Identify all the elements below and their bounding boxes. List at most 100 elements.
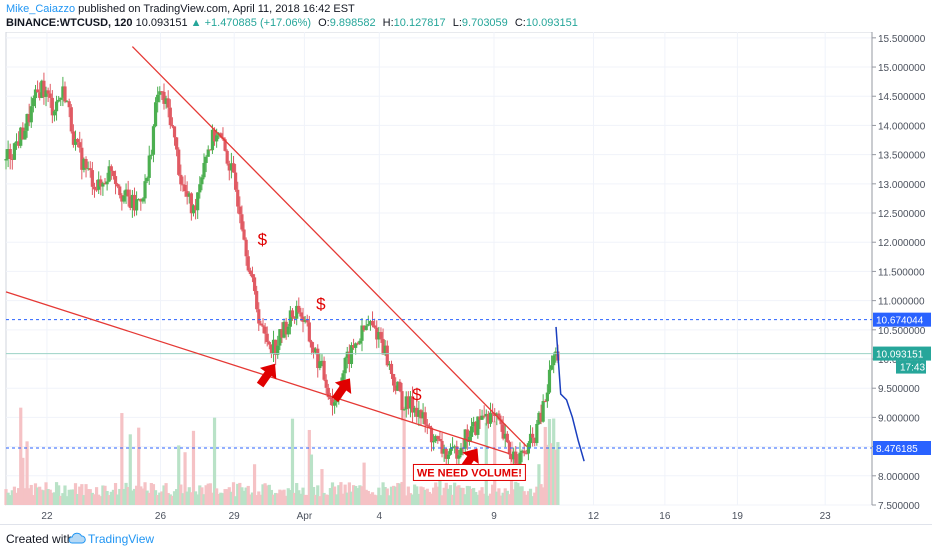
candle-body [436,436,440,439]
y-tick-label: 9.000000 [878,413,920,424]
candle-body [177,149,181,175]
candle-body [391,373,396,386]
volume-bar [276,493,280,505]
candle-body [128,196,132,208]
volume-bar [379,495,383,505]
volume-bar [168,494,172,505]
candle-body [282,321,286,338]
volume-bar [162,485,166,505]
candle-body [111,170,116,177]
candle-body [347,351,351,364]
candle-body [387,363,391,366]
volume-bar [297,490,301,505]
volume-bar [84,484,88,505]
callout-text: WE NEED VOLUME! [417,467,522,479]
candle-body [10,158,14,160]
candle-body [486,413,490,424]
volume-bar [210,492,215,505]
candle-body [158,91,162,95]
candle-body [490,412,495,414]
volume-bar [198,485,202,505]
candle-body [549,365,554,370]
volume-bar [381,482,385,505]
x-tick-label: 26 [155,511,167,522]
volume-bar [109,491,113,505]
candle-body [120,195,124,202]
volume-bar [67,489,71,505]
candle-body [518,452,522,467]
volume-bar [69,489,73,505]
candle-body [223,139,227,151]
volume-bar [406,486,410,505]
volume-bar [204,485,208,505]
volume-bar [200,487,204,505]
candle-body [238,206,242,215]
volume-bar [61,493,65,505]
volume-bar [82,495,86,505]
candle-body [200,177,204,185]
volume-bar [554,449,558,505]
volume-bar [354,485,358,505]
volume-bar [267,484,271,505]
volume-bar [522,491,526,505]
candle-body [432,441,436,443]
candle-body [482,415,486,417]
price-chart[interactable]: 7.5000008.0000008.5000009.0000009.500000… [0,32,932,524]
volume-bar [349,491,354,505]
volume-bar [151,484,156,505]
volume-bar [368,493,373,505]
candle-body [57,99,61,102]
volume-bar [448,485,453,505]
volume-bar [303,494,307,505]
tradingview-brand-link[interactable]: TradingView [88,532,155,546]
candle-body [65,101,69,103]
volume-bar [314,494,318,505]
candle-body [356,343,360,345]
candle-body [305,319,309,323]
volume-bar [366,490,370,505]
volume-bar [335,494,339,505]
candle-body [90,170,94,187]
volume-bar [265,485,269,505]
volume-bar [38,486,42,505]
volume-bar [453,482,457,505]
volume-bar [126,486,130,505]
volume-bar [46,489,50,505]
x-tick-label: 4 [377,511,383,522]
volume-bar [212,417,217,505]
chart-header: Mike_Caiazzo published on TradingView.co… [0,0,932,32]
volume-bar [288,489,292,505]
volume-bar [427,491,432,505]
candle-body [552,355,556,366]
volume-bar [27,488,31,505]
open-label: O: [318,17,330,29]
volume-bar [130,490,134,505]
symbol-label[interactable]: BINANCE:WTCUSD, 120 [6,17,133,29]
candle-body [263,326,267,334]
candle-body [40,80,44,98]
author-link[interactable]: Mike_Caiazzo [6,3,76,15]
candle-body [103,183,107,185]
volume-bar [259,494,263,505]
volume-bar [518,486,522,505]
candle-body [257,309,261,324]
volume-bar [396,483,400,505]
candle-body [455,446,459,459]
trendline [131,46,528,448]
dollar-annotation: $ [258,230,268,249]
candle-body [231,163,236,173]
candle-body [484,413,488,417]
volume-bar [263,483,267,505]
volume-bar [282,489,286,505]
volume-bar [461,487,465,505]
volume-bar [526,491,531,505]
candle-body [453,446,457,448]
candle-body [537,412,541,424]
close-value: 10.093151 [525,17,578,29]
y-tick-label: 15.000000 [878,63,926,74]
low-value: 9.703059 [461,17,508,29]
candle-body [179,174,183,185]
last-price: 10.093151 [135,17,188,29]
y-tick-label: 13.500000 [878,151,926,162]
volume-bar [137,427,141,505]
